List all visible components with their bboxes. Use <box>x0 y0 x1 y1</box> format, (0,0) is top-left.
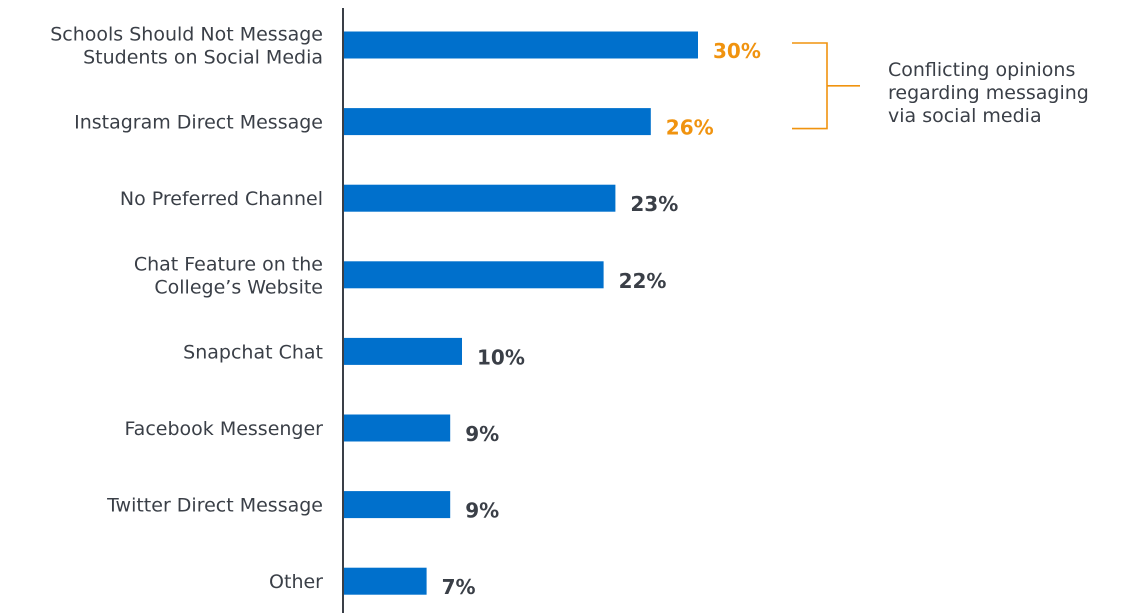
bar <box>344 31 698 59</box>
bar <box>344 491 451 519</box>
category-label: No Preferred Channel <box>120 188 323 210</box>
annotation-group: Conflicting opinions regarding messaging v… <box>792 42 1089 130</box>
value-label: 30% <box>713 39 761 63</box>
value-label: 22% <box>619 269 667 293</box>
value-labels-group: 30% 26% 23% 22% 10% 9% 9% 7% <box>442 39 761 599</box>
category-label: Chat Feature on the College’s Website <box>134 253 323 298</box>
category-label: Twitter Direct Message <box>106 495 323 517</box>
annotation-bracket <box>792 42 828 130</box>
bar <box>344 184 616 212</box>
category-label: Instagram Direct Message <box>74 112 323 134</box>
bars-group <box>344 31 698 595</box>
bar <box>344 261 604 289</box>
category-label: Snapchat Chat <box>183 341 323 363</box>
bar <box>344 567 427 595</box>
category-label: Schools Should Not Message Students on So… <box>50 24 323 69</box>
value-label: 26% <box>666 116 714 140</box>
category-label: Other <box>269 571 323 593</box>
value-label: 7% <box>442 575 476 599</box>
value-label: 9% <box>465 422 499 446</box>
annotation-text: Conflicting opinions regarding messaging v… <box>888 59 1089 127</box>
value-label: 10% <box>477 345 525 369</box>
bar <box>344 414 451 442</box>
bar <box>344 337 462 365</box>
category-label: Facebook Messenger <box>125 418 324 440</box>
bar <box>344 108 651 136</box>
value-label: 9% <box>465 499 499 523</box>
category-labels-group: Schools Should Not Message Students on So… <box>50 24 323 594</box>
value-label: 23% <box>630 192 678 216</box>
